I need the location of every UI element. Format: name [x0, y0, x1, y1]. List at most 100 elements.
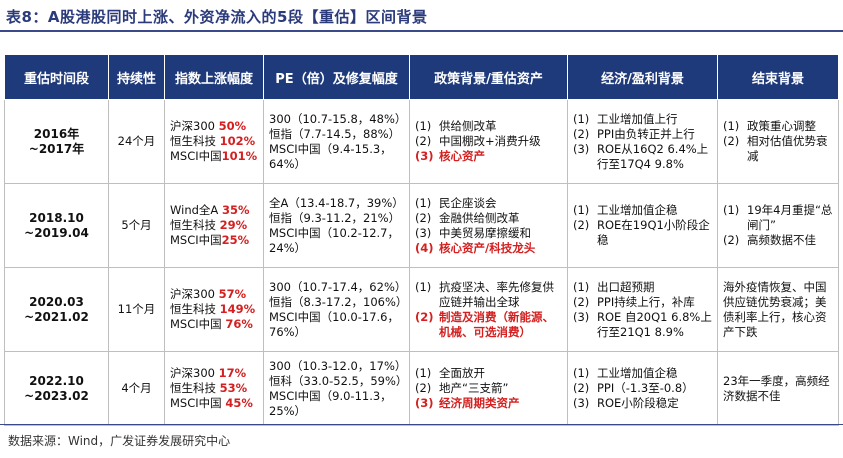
duration-cell: 5个月 — [108, 183, 165, 268]
policy-item: (2) 中国棚改+消费升级 — [415, 134, 541, 148]
pe-line: 恒指（8.3-17.2，106%） — [269, 294, 404, 309]
pe-line: MSCI中国（9.0-11.3， — [269, 388, 392, 403]
period-end: ~2021.02 — [24, 309, 89, 324]
economy-item: (3) ROE小阶段稳定 — [573, 396, 679, 410]
policy-item-highlight: (4) 核心资产/科技龙头 — [415, 240, 536, 255]
pe-line: 全A（13.4-18.7，39%） — [269, 195, 404, 210]
policy-item: (1) 民企座谈会 — [415, 195, 497, 210]
policy-cell: (1) 全面放开 (2) 地产“三支箭” (3) 经济周期类资产 — [409, 351, 568, 426]
policy-item-highlight: (2) 制造及消费（新能源、机械、可选消费） — [415, 309, 554, 339]
header-duration: 持续性 — [108, 54, 165, 100]
period-end: ~2019.04 — [24, 225, 89, 240]
period-cell: 2016年 ~2017年 — [4, 99, 109, 184]
policy-item: (2) 地产“三支箭” — [415, 381, 509, 395]
index-gain-item: MSCI中国25% — [170, 233, 250, 247]
pe-cell: 全A（13.4-18.7，39%） 恒指（9.3-11.2，21%） MSCI中… — [263, 183, 410, 268]
economy-item: (1) 工业增加值企稳 — [573, 203, 678, 217]
end-cell: 23年一季度，高频经济数据不佳 — [717, 351, 839, 426]
table-row: 2018.10 ~2019.04 5个月 Wind全A 35% 恒生科技 29%… — [4, 183, 839, 268]
end-item: (2) 相对估值优势衰减 — [723, 134, 828, 163]
pe-line: 76%） — [269, 324, 307, 339]
pe-line: 恒指（9.3-11.2，21%） — [269, 210, 401, 225]
policy-item: (3) 中美贸易摩擦缓和 — [415, 225, 531, 240]
index-gain-item: 恒生科技 53% — [170, 381, 248, 395]
policy-cell: (1) 民企座谈会 (2) 金融供给侧改革 (3) 中美贸易摩擦缓和 (4) 核心资产/… — [409, 183, 568, 268]
pe-line: 300（10.7-17.4，62%） — [269, 279, 404, 294]
index-gain-item: 恒生科技 149% — [170, 302, 256, 316]
economy-item: (3) ROE从16Q2 6.4%上行至17Q4 9.8% — [573, 141, 709, 171]
title-divider — [0, 30, 843, 32]
index-gain-cell: 沪深300 50% 恒生科技 102% MSCI中国101% — [164, 99, 264, 184]
pe-line: 恒指（7.7-14.5，88%） — [269, 126, 401, 141]
valuation-table: 重估时间段 持续性 指数上涨幅度 PE（倍）及修复幅度 政策背景/重估资产 经济… — [4, 54, 839, 426]
table-row: 2016年 ~2017年 24个月 沪深300 50% 恒生科技 102% MS… — [4, 99, 839, 184]
index-gain-item: 沪深300 17% — [170, 366, 247, 380]
period-cell: 2020.03 ~2021.02 — [4, 267, 109, 352]
index-gain-item: MSCI中国 45% — [170, 396, 253, 410]
end-cell: (1) 政策重心调整 (2) 相对估值优势衰减 — [717, 99, 839, 184]
table-row: 2020.03 ~2021.02 11个月 沪深300 57% 恒生科技 149… — [4, 267, 839, 352]
source-note: 数据来源：Wind，广发证券发展研究中心 — [8, 434, 231, 448]
pe-cell: 300（10.7-17.4，62%） 恒指（8.3-17.2，106%） MSC… — [263, 267, 410, 352]
period-cell: 2022.10 ~2023.02 — [4, 351, 109, 426]
end-item: (1) 19年4月重提“总闸门” — [723, 203, 833, 232]
header-economy: 经济/盈利背景 — [567, 54, 718, 100]
header-row: 重估时间段 持续性 指数上涨幅度 PE（倍）及修复幅度 政策背景/重估资产 经济… — [4, 54, 839, 100]
index-gain-cell: 沪深300 57% 恒生科技 149% MSCI中国 76% — [164, 267, 264, 352]
duration-cell: 11个月 — [108, 267, 165, 352]
economy-cell: (1) 工业增加值企稳 (2) PPI（-1.3至-0.8） (3) ROE小阶段稳定 — [567, 351, 718, 426]
pe-line: 300（10.7-15.8，48%） — [269, 111, 404, 126]
period-start: 2020.03 — [29, 294, 84, 309]
pe-line: MSCI中国（10.0-17.6， — [269, 309, 400, 324]
economy-cell: (1) 工业增加值上行 (2) PPI由负转正并上行 (3) ROE从16Q2 6.4… — [567, 99, 718, 184]
index-gain-item: 沪深300 50% — [170, 119, 247, 133]
table-title: 表8：A股港股同时上涨、外资净流入的5段【重估】区间背景 — [6, 8, 428, 26]
pe-line: 64%） — [269, 156, 307, 171]
economy-item: (3) ROE 自20Q1 6.8%上行至21Q1 8.9% — [573, 309, 712, 339]
pe-line: 300（10.3-12.0，17%） — [269, 358, 404, 373]
index-gain-item: 恒生科技 102% — [170, 134, 256, 148]
policy-item-highlight: (3) 核心资产 — [415, 149, 485, 163]
pe-line: 24%） — [269, 240, 307, 255]
economy-item: (1) 出口超预期 — [573, 279, 655, 294]
header-policy: 政策背景/重估资产 — [409, 54, 568, 100]
header-index-gain: 指数上涨幅度 — [164, 54, 264, 100]
end-item: (2) 高频数据不佳 — [723, 233, 816, 247]
index-gain-cell: 沪深300 17% 恒生科技 53% MSCI中国 45% — [164, 351, 264, 426]
end-item: (1) 政策重心调整 — [723, 119, 816, 133]
economy-item: (2) ROE在19Q1小阶段企稳 — [573, 218, 710, 247]
policy-item-highlight: (3) 经济周期类资产 — [415, 396, 520, 410]
economy-cell: (1) 出口超预期 (2) PPI持续上行，补库 (3) ROE 自20Q1 6.8%… — [567, 267, 718, 352]
pe-cell: 300（10.7-15.8，48%） 恒指（7.7-14.5，88%） MSCI… — [263, 99, 410, 184]
economy-cell: (1) 工业增加值企稳 (2) ROE在19Q1小阶段企稳 — [567, 183, 718, 268]
policy-item: (1) 抗疫坚决、率先修复供应链并输出全球 — [415, 279, 554, 309]
policy-cell: (1) 抗疫坚决、率先修复供应链并输出全球 (2) 制造及消费（新能源、机械、可选消… — [409, 267, 568, 352]
period-cell: 2018.10 ~2019.04 — [4, 183, 109, 268]
pe-line: 25%） — [269, 403, 307, 418]
index-gain-item: 恒生科技 29% — [170, 218, 248, 232]
bottom-divider — [0, 424, 843, 425]
index-gain-item: 沪深300 57% — [170, 287, 247, 301]
duration-cell: 24个月 — [108, 99, 165, 184]
economy-item: (2) PPI持续上行，补库 — [573, 294, 695, 309]
header-end: 结束背景 — [717, 54, 839, 100]
table-row: 2022.10 ~2023.02 4个月 沪深300 17% 恒生科技 53% … — [4, 351, 839, 426]
period-end: ~2023.02 — [24, 388, 89, 403]
title-bar: 表8：A股港股同时上涨、外资净流入的5段【重估】区间背景 — [0, 0, 843, 30]
policy-item: (1) 全面放开 — [415, 366, 485, 380]
index-gain-item: MSCI中国 76% — [170, 317, 253, 331]
index-gain-cell: Wind全A 35% 恒生科技 29% MSCI中国25% — [164, 183, 264, 268]
period-end: ~2017年 — [28, 141, 85, 156]
policy-cell: (1) 供给侧改革 (2) 中国棚改+消费升级 (3) 核心资产 — [409, 99, 568, 184]
economy-item: (1) 工业增加值上行 — [573, 111, 678, 126]
economy-item: (2) PPI（-1.3至-0.8） — [573, 381, 694, 395]
policy-item: (1) 供给侧改革 — [415, 119, 497, 133]
header-period: 重估时间段 — [4, 54, 109, 100]
pe-line: MSCI中国（9.4-15.3， — [269, 141, 392, 156]
index-gain-item: Wind全A 35% — [170, 203, 250, 217]
duration-cell: 4个月 — [108, 351, 165, 426]
end-cell: 海外疫情恢复、中国供应链优势衰减；美债利率上行，核心资产下跌 — [717, 267, 839, 352]
economy-item: (2) PPI由负转正并上行 — [573, 126, 695, 141]
policy-item: (2) 金融供给侧改革 — [415, 210, 520, 225]
pe-line: 恒科（33.0-52.5，59%） — [269, 373, 404, 388]
